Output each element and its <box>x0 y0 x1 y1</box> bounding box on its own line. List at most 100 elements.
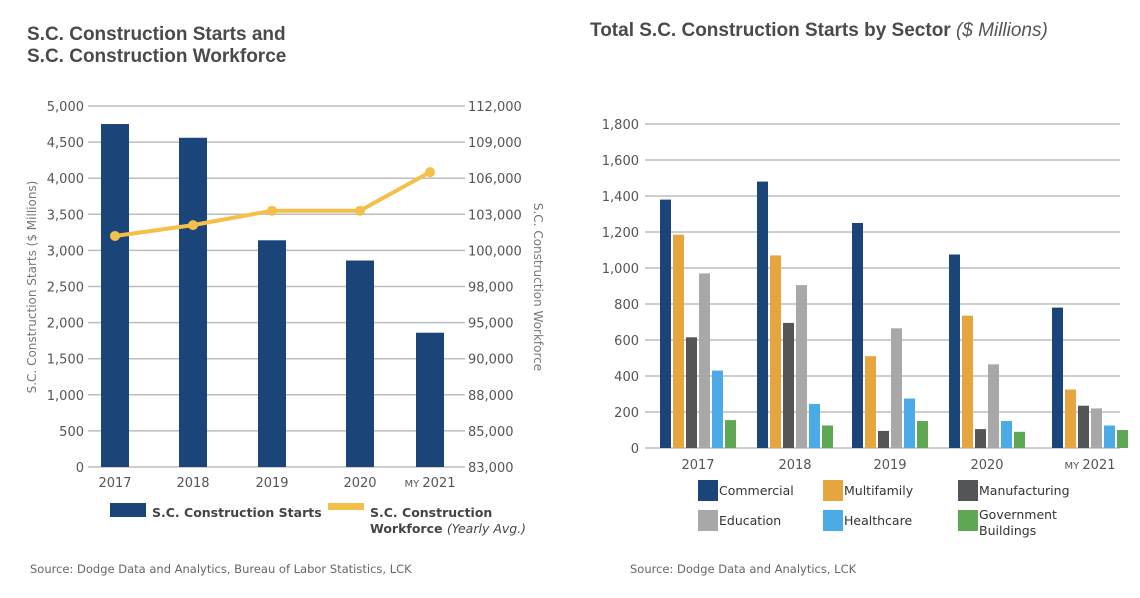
bar-education <box>891 328 902 448</box>
bar-education <box>988 364 999 448</box>
right-chart-title: Total S.C. Construction Starts by Sector… <box>590 20 1048 42</box>
bar-healthcare <box>712 370 723 448</box>
bar-starts <box>179 137 207 467</box>
legend-label: Education <box>719 513 781 528</box>
y-tick-label: 1,000 <box>47 389 84 404</box>
bar-healthcare <box>904 398 915 448</box>
legend-label: Healthcare <box>844 513 912 528</box>
y2-tick-label: 100,000 <box>468 244 522 259</box>
legend-swatch-workforce <box>328 503 364 510</box>
legend-label-workforce: S.C. Construction <box>370 505 492 520</box>
legend-label: Buildings <box>979 523 1036 538</box>
bar-government-buildings <box>725 420 736 448</box>
legend-label-starts: S.C. Construction Starts <box>152 505 322 520</box>
bar-education <box>796 285 807 448</box>
y-tick-label: 3,500 <box>47 208 84 223</box>
left-title-line1: S.C. Construction Starts and <box>27 24 286 45</box>
legend-label: Multifamily <box>844 483 914 498</box>
bar-manufacturing <box>878 430 889 448</box>
y-tick-label: 800 <box>614 298 639 313</box>
y-tick-label: 1,000 <box>602 262 639 277</box>
bar-commercial <box>660 199 671 448</box>
y2-tick-label: 95,000 <box>468 317 514 332</box>
workforce-point <box>355 205 365 216</box>
legend-swatch-multifamily <box>823 480 843 501</box>
workforce-line <box>114 170 431 238</box>
y2-tick-label: 98,000 <box>468 281 514 296</box>
x-tick-label: 2020 <box>970 458 1003 473</box>
left-title-line2: S.C. Construction Workforce <box>27 46 287 67</box>
y-tick-label: 4,500 <box>47 136 84 151</box>
workforce-point <box>188 220 198 231</box>
y-tick-label: 2,000 <box>47 317 84 332</box>
y2-tick-label: 112,000 <box>468 100 522 115</box>
bar-starts <box>101 124 129 468</box>
left-chart-title: S.C. Construction Starts and S.C. Constr… <box>27 24 286 68</box>
y-tick-label: 1,200 <box>602 226 639 241</box>
bar-manufacturing <box>975 429 986 448</box>
y2-tick-label: 103,000 <box>468 208 522 223</box>
y2-tick-label: 90,000 <box>468 353 514 368</box>
left-source: Source: Dodge Data and Analytics, Bureau… <box>30 562 412 576</box>
legend-swatch-government-buildings <box>958 510 978 531</box>
bar-education <box>1091 408 1102 448</box>
y-tick-label: 0 <box>631 442 639 457</box>
y-tick-label: 400 <box>614 370 639 385</box>
y-tick-label: 3,000 <box>47 244 84 259</box>
y2-tick-label: 109,000 <box>468 136 522 151</box>
legend-swatch-starts <box>110 503 146 517</box>
y-tick-label: 1,400 <box>602 190 639 205</box>
bar-multifamily <box>770 255 781 448</box>
bar-multifamily <box>1065 389 1076 448</box>
y-tick-label: 1,500 <box>47 353 84 368</box>
bar-multifamily <box>962 315 973 448</box>
bar-healthcare <box>1001 421 1012 448</box>
bar-education <box>699 273 710 448</box>
legend-swatch-manufacturing <box>958 480 978 501</box>
bar-government-buildings <box>1117 430 1128 448</box>
x-tick-label: 2019 <box>873 458 906 473</box>
bar-manufacturing <box>686 337 697 448</box>
bar-starts <box>258 240 286 467</box>
x-tick-label: 2017 <box>98 476 131 491</box>
legend-label: Manufacturing <box>979 483 1070 498</box>
right-title-text: Total S.C. Construction Starts by Sector <box>590 20 951 41</box>
y-tick-label: 500 <box>59 425 84 440</box>
y-tick-label: 5,000 <box>47 100 84 115</box>
bar-healthcare <box>809 403 820 448</box>
starts-workforce-chart: 0 83,000 500 85,000 1,000 88,000 1,500 90,000 2,… <box>25 100 545 536</box>
x-tick-label: MY 2021 <box>404 476 455 491</box>
bar-commercial <box>757 181 768 448</box>
legend-swatch-healthcare <box>823 510 843 531</box>
y-tick-label: 2,500 <box>47 281 84 296</box>
legend-label-workforce-line2: Workforce (Yearly Avg.) <box>370 521 526 536</box>
legend-label: Government <box>979 507 1057 522</box>
right-title-unit: ($ Millions) <box>955 20 1048 41</box>
bar-healthcare <box>1104 425 1115 448</box>
y-tick-label: 1,600 <box>602 154 639 169</box>
y-axis-label: S.C. Construction Starts ($ Millions) <box>25 181 39 394</box>
x-tick-label: 2019 <box>255 476 288 491</box>
bar-manufacturing <box>783 322 794 448</box>
bar-manufacturing <box>1078 405 1089 448</box>
legend-label: Commercial <box>719 483 794 498</box>
legend-swatch-education <box>698 510 718 531</box>
x-tick-label: MY 2021 <box>1064 458 1115 473</box>
workforce-point <box>267 205 277 216</box>
bar-government-buildings <box>822 425 833 448</box>
y2-axis-label: S.C. Construction Workforce <box>531 203 545 371</box>
x-tick-label: 2017 <box>681 458 714 473</box>
bar-multifamily <box>865 356 876 448</box>
bar-commercial <box>1052 307 1063 448</box>
y-tick-label: 200 <box>614 406 639 421</box>
x-tick-label: 2018 <box>778 458 811 473</box>
legend-swatch-commercial <box>698 480 718 501</box>
workforce-point <box>110 230 120 241</box>
bar-starts <box>346 260 374 467</box>
bar-starts <box>416 332 444 467</box>
y2-tick-label: 106,000 <box>468 172 522 187</box>
y-tick-label: 0 <box>76 461 84 476</box>
bar-government-buildings <box>1014 431 1025 448</box>
y-tick-label: 1,800 <box>602 118 639 133</box>
